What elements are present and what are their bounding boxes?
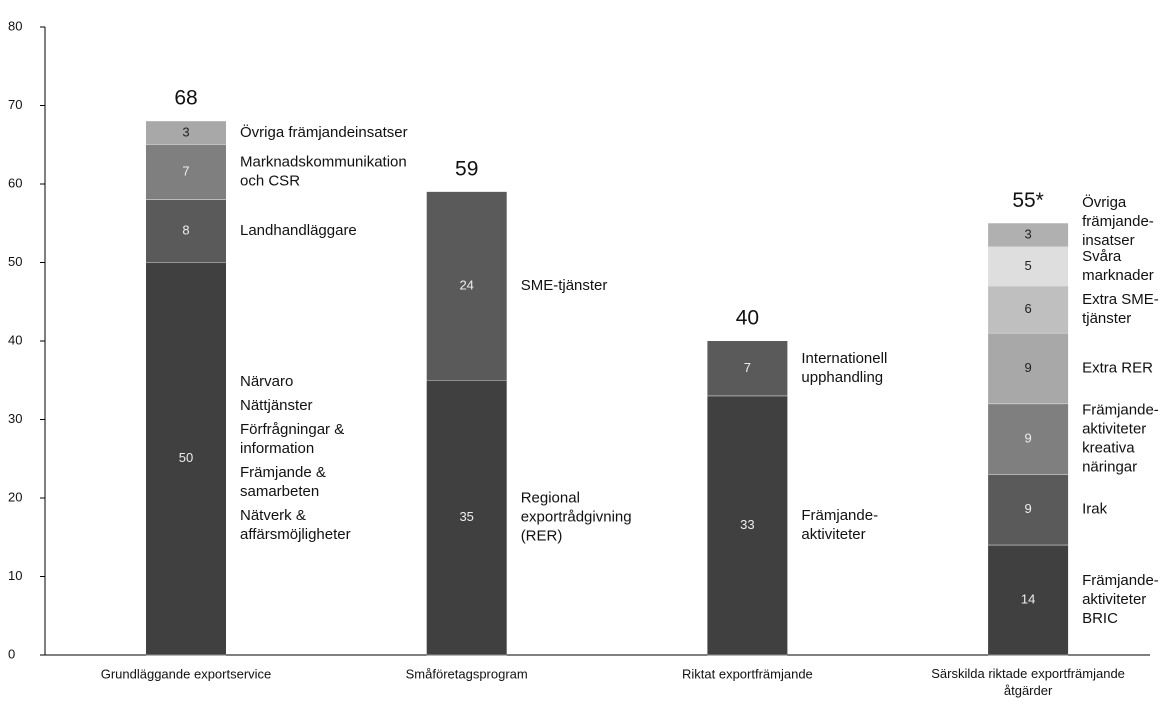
y-tick-label: 80: [8, 18, 22, 33]
segment-label: (RER): [521, 528, 563, 545]
y-tick-label: 50: [8, 254, 22, 269]
bar-segment: [988, 474, 1069, 546]
segment-label: Främjande-: [1082, 572, 1159, 589]
y-tick-label: 30: [8, 411, 22, 426]
bar-segment: [988, 333, 1069, 404]
segment-label: Förfrågningar &: [240, 421, 344, 438]
segment-label: samarbeten: [240, 483, 319, 500]
bar-segment: [988, 286, 1069, 334]
segment-label: Svåra: [1082, 248, 1122, 265]
segment-value-label: 3: [182, 124, 189, 139]
segment-label: Internationell: [801, 350, 887, 367]
segment-label: aktiviteter: [801, 526, 865, 543]
segment-value-label: 5: [1024, 258, 1031, 273]
bar-segment: [146, 144, 226, 200]
segment-label: Främjande-: [1082, 402, 1159, 419]
segment-value-label: 9: [1024, 501, 1031, 516]
segment-value-label: 9: [1024, 360, 1031, 375]
segment-label: Främjande-: [801, 507, 878, 524]
y-tick-label: 20: [8, 489, 22, 504]
segment-value-label: 33: [740, 517, 754, 532]
segment-value-label: 8: [182, 223, 189, 238]
segment-label: BRIC: [1082, 610, 1118, 627]
y-tick-label: 70: [8, 97, 22, 112]
segment-label: exportrådgivning: [521, 509, 632, 526]
segment-label: kreativa: [1082, 440, 1135, 457]
segment-label: SME-tjänster: [521, 277, 608, 294]
segment-label: Extra RER: [1082, 359, 1153, 376]
segment-label: aktiviteter: [1082, 591, 1146, 608]
segment-value-label: 3: [1024, 226, 1031, 241]
bar-segment: [988, 223, 1069, 247]
segment-label: upphandling: [801, 369, 883, 386]
total-label: 68: [174, 87, 197, 110]
segment-label: Extra SME-: [1082, 291, 1159, 308]
segment-label: Marknadskommunikation: [240, 154, 407, 171]
segment-label: näringar: [1082, 459, 1137, 476]
bar-segment: [426, 191, 507, 381]
bar-segment: [426, 380, 507, 655]
segment-value-label: 35: [459, 509, 473, 524]
total-label: 59: [455, 157, 478, 180]
y-tick-label: 0: [8, 646, 15, 661]
segment-label: Närvaro: [240, 373, 293, 390]
bar-segment: [146, 121, 226, 145]
bar-segment: [707, 395, 788, 655]
segment-value-label: 24: [459, 277, 473, 292]
segment-value-label: 50: [179, 450, 193, 465]
segment-label: främjande-: [1082, 213, 1154, 230]
bar-segment: [988, 246, 1069, 287]
x-tick-label: Grundläggande exportservice: [101, 666, 272, 681]
segment-label: Nättjänster: [240, 397, 313, 414]
segment-label: Landhandläggare: [240, 222, 357, 239]
bar-segment: [988, 545, 1069, 655]
segment-label: Främjande &: [240, 464, 326, 481]
segment-label: Övriga: [1082, 193, 1127, 211]
segment-label: aktiviteter: [1082, 421, 1146, 438]
segment-value-label: 6: [1024, 301, 1031, 316]
segment-value-label: 7: [182, 164, 189, 179]
segment-label: tjänster: [1082, 310, 1131, 327]
x-tick-label: Särskilda riktade exportfrämjande åtgärde…: [931, 666, 1125, 698]
segment-label: information: [240, 440, 314, 457]
y-tick-label: 40: [8, 332, 22, 347]
segment-value-label: 9: [1024, 431, 1031, 446]
segment-label: affärsmöjligheter: [240, 526, 351, 543]
segment-label: och CSR: [240, 173, 300, 190]
bar-segment: [146, 262, 226, 655]
segment-value-label: 7: [744, 360, 751, 375]
total-label: 40: [736, 307, 759, 330]
total-label: 55*: [1012, 189, 1044, 212]
y-tick-label: 10: [8, 568, 22, 583]
bar-segment: [707, 341, 788, 396]
y-tick-label: 60: [8, 175, 22, 190]
x-tick-label: Riktat exportfrämjande: [682, 666, 813, 681]
segment-label: Nätverk &: [240, 507, 306, 524]
segment-label: marknader: [1082, 267, 1154, 284]
x-tick-label: Småföretagsprogram: [406, 666, 528, 681]
segment-label: Irak: [1082, 501, 1108, 518]
segment-label: Övriga främjandeinsatser: [240, 123, 408, 141]
bar-segment: [988, 403, 1069, 475]
segment-label: Regional: [521, 490, 580, 507]
bar-segment: [146, 199, 226, 263]
segment-label: insatser: [1082, 232, 1135, 249]
segment-value-label: 14: [1021, 591, 1035, 606]
